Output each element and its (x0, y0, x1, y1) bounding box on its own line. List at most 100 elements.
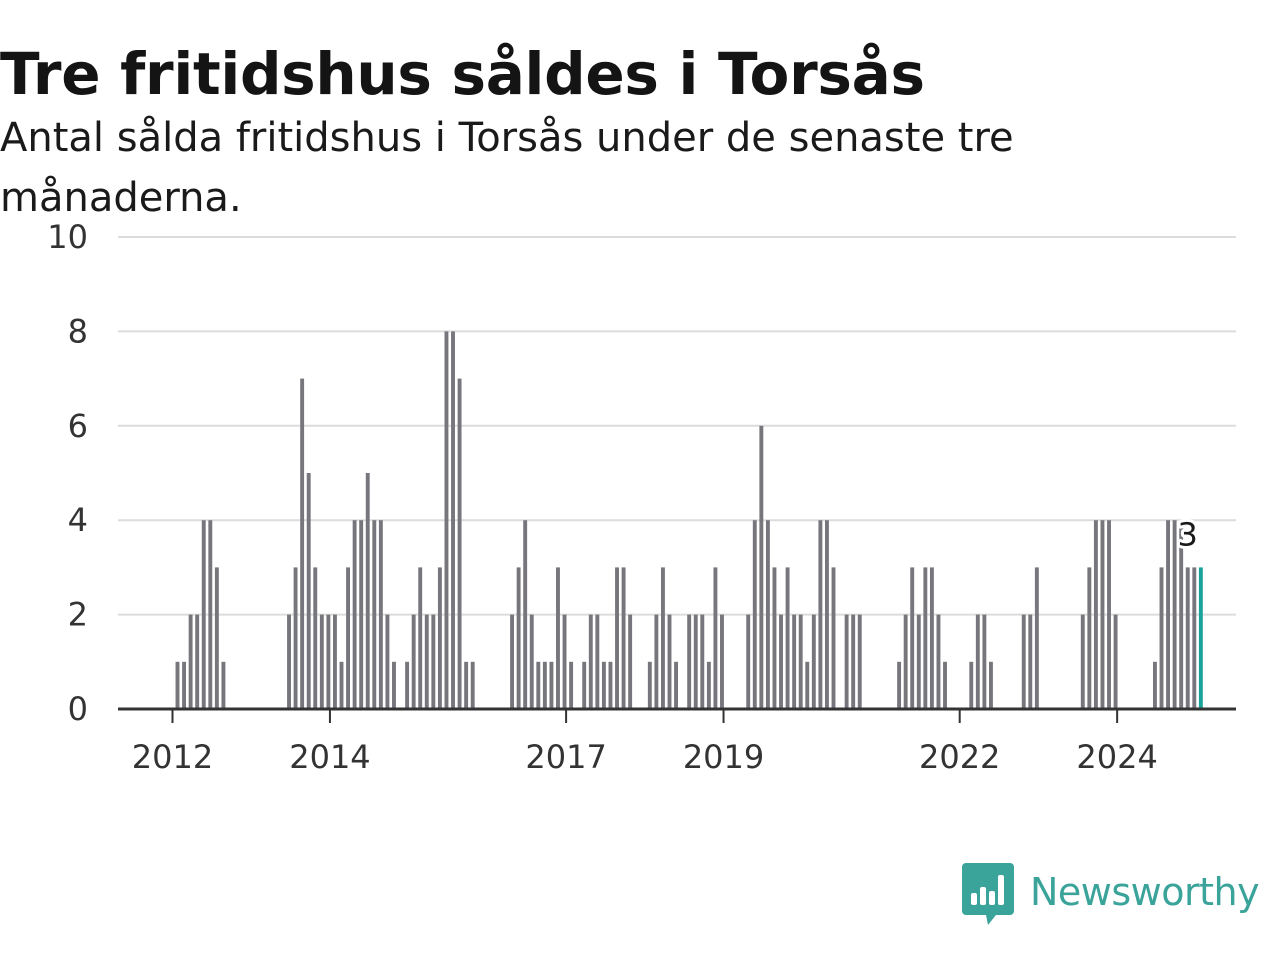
bar (201, 520, 206, 709)
bar (365, 473, 370, 709)
bar (359, 520, 364, 709)
bar (601, 661, 606, 709)
bar (700, 614, 705, 709)
bar (1166, 520, 1171, 709)
bar (1159, 567, 1164, 709)
bar (693, 614, 698, 709)
bar (975, 614, 980, 709)
bar (392, 661, 396, 709)
bar (588, 614, 593, 709)
bar (831, 567, 836, 709)
x-axis-ticks: 2012 2014 2017 2019 2022 2024 (132, 709, 1158, 776)
bar (556, 567, 560, 709)
bar (667, 614, 672, 709)
bar (339, 661, 344, 709)
bar (752, 520, 757, 709)
bar (188, 614, 193, 709)
bar (916, 614, 921, 709)
bar (1093, 520, 1098, 709)
bar (982, 614, 987, 709)
bar (897, 661, 902, 709)
bar (418, 567, 423, 709)
bar (1100, 520, 1105, 709)
bar (411, 614, 416, 709)
x-tick-label: 2022 (919, 738, 1000, 776)
bar (759, 425, 764, 709)
bar (444, 331, 449, 709)
bar (798, 614, 803, 709)
bar (405, 661, 410, 709)
bar (844, 614, 849, 709)
bar (293, 567, 298, 709)
bar (1185, 567, 1190, 709)
bar (936, 614, 941, 709)
bar (811, 614, 816, 709)
x-tick-label: 2017 (525, 738, 606, 776)
bar (437, 567, 442, 709)
bar (1080, 614, 1085, 709)
x-tick-label: 2019 (683, 738, 764, 776)
bar (378, 520, 383, 709)
bar (1034, 567, 1039, 709)
bar (785, 567, 790, 709)
bar (1087, 567, 1092, 709)
bar (746, 614, 751, 709)
bar (824, 520, 829, 709)
bar (313, 567, 318, 709)
x-tick-label: 2012 (132, 738, 213, 776)
bar (988, 661, 993, 709)
bar (674, 661, 679, 709)
bar (943, 661, 947, 709)
bar (628, 614, 633, 709)
bar (319, 614, 324, 709)
bar (300, 378, 305, 709)
bar (562, 614, 567, 709)
bars (175, 331, 1203, 709)
bar (536, 661, 541, 709)
bar (195, 614, 200, 709)
newsworthy-logo: Newsworthy (962, 862, 1260, 928)
bar (464, 661, 469, 709)
bar (542, 661, 547, 709)
bar (457, 378, 462, 709)
bar (779, 614, 783, 709)
bar (175, 661, 180, 709)
bar (720, 614, 724, 709)
bar (851, 614, 856, 709)
bar (792, 614, 797, 709)
bar (706, 661, 711, 709)
bar (332, 614, 337, 709)
bar (1179, 520, 1184, 709)
bar (385, 614, 390, 709)
bar (326, 614, 331, 709)
newsworthy-bar-chart-icon (962, 863, 1014, 925)
y-tick-label: 4 (68, 501, 88, 539)
bar (923, 567, 928, 709)
bar (451, 331, 455, 709)
bar (660, 567, 665, 709)
bar (857, 614, 862, 709)
bar (306, 473, 311, 709)
bar (221, 661, 226, 709)
bar (1028, 614, 1033, 709)
chart-title: Tre fritidshus såldes i Torsås (0, 40, 925, 108)
bar (1107, 520, 1111, 709)
y-tick-label: 6 (68, 407, 88, 445)
bar (608, 661, 613, 709)
latest-value-label: 3 (1178, 515, 1198, 553)
grid-lines (118, 236, 1236, 616)
y-tick-label: 10 (47, 218, 88, 256)
y-tick-label: 0 (68, 690, 88, 728)
annotations: 3 (1175, 512, 1201, 556)
bar (510, 614, 515, 709)
bar (214, 567, 219, 709)
brand-name: Newsworthy (1030, 870, 1260, 914)
bar (595, 614, 600, 709)
bar (1021, 614, 1026, 709)
bar (903, 614, 908, 709)
bar (805, 661, 810, 709)
bar (523, 520, 528, 709)
y-tick-label: 2 (68, 596, 88, 634)
bar (1172, 520, 1177, 709)
